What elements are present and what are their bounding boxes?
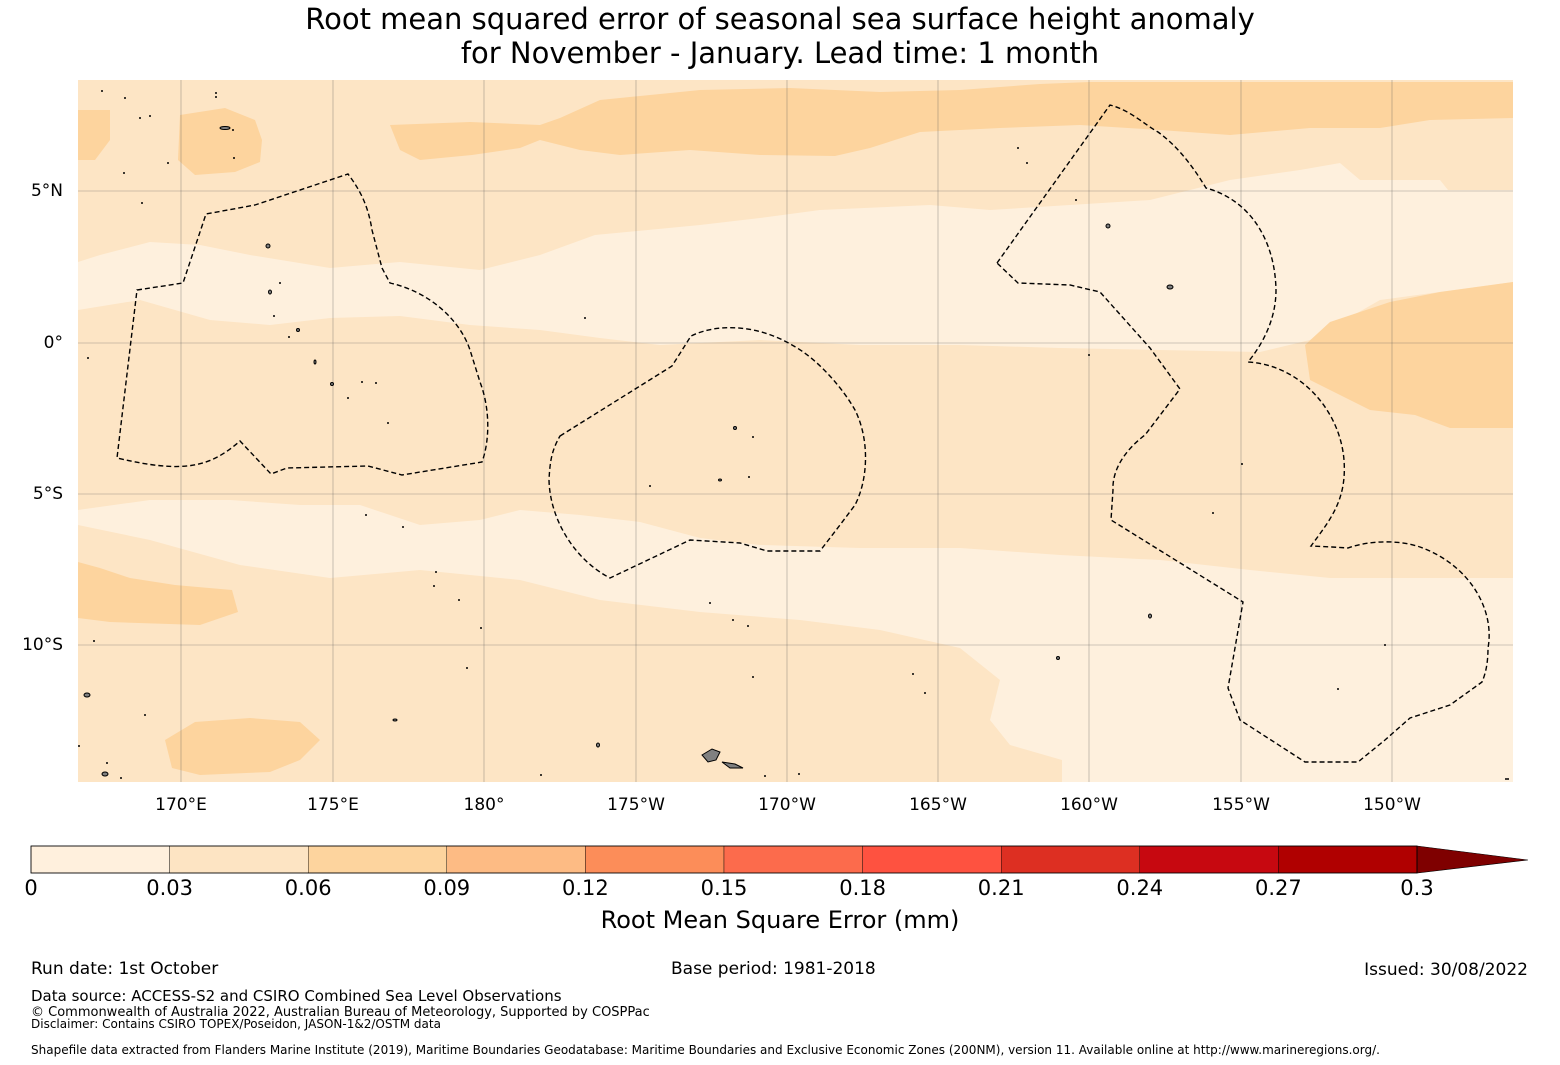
colorbar-tick-label: 0.09 (423, 876, 471, 900)
island (1166, 284, 1174, 290)
colorbar-cell (1278, 845, 1418, 874)
colorbar-tick-label: 0.06 (284, 876, 332, 900)
colorbar-cell (169, 845, 309, 874)
colorbar-frame (30, 845, 1418, 874)
island (1105, 223, 1111, 229)
island (313, 359, 317, 365)
eez-boundaries (116, 104, 1490, 763)
colorbar-cell (585, 845, 725, 874)
colorbar-extend-arrow (1416, 845, 1529, 874)
mid-band-central (78, 282, 1513, 578)
colorbar-cells (30, 845, 1418, 874)
colorbar-tick-label: 0.15 (700, 876, 748, 900)
island (101, 771, 109, 777)
lat-label-10s: 10°S (22, 635, 63, 655)
lon-label-180: 180° (463, 795, 505, 815)
lon-label-170w: 170°W (758, 795, 816, 815)
island (330, 382, 334, 386)
colorbar-cell (1139, 845, 1279, 874)
island (1148, 613, 1152, 619)
colorbar-tick-label: 0.24 (1116, 876, 1164, 900)
colorbar-cell (1001, 845, 1141, 874)
rmse-high-patches (78, 82, 1513, 775)
island (392, 718, 398, 722)
lon-label-150w: 150°W (1363, 795, 1421, 815)
run-date: Run date: 1st October (31, 959, 219, 979)
lat-label-0: 0° (43, 333, 63, 353)
colorbar-tick-label: 0.03 (146, 876, 193, 900)
colorbar-tick-label: 0.12 (562, 876, 609, 900)
eez-line-islands (996, 104, 1490, 763)
colorbar-cell (723, 845, 863, 874)
island-samoa-upolu (721, 761, 744, 769)
lon-label-165w: 165°W (909, 795, 967, 815)
island (296, 328, 300, 332)
island (265, 243, 271, 249)
lon-label-155w: 155°W (1212, 795, 1270, 815)
lon-label-175w: 175°W (607, 795, 665, 815)
copyright: © Commonwealth of Australia 2022, Austra… (31, 1005, 650, 1020)
island (1056, 656, 1060, 660)
colorbar-tick-label: 0.18 (839, 876, 886, 900)
patch-sw (78, 562, 238, 625)
patch-north-strip (390, 82, 1513, 160)
island (718, 478, 722, 482)
chart-title: Root mean squared error of seasonal sea … (0, 2, 1560, 70)
eez-tokelau (548, 327, 867, 579)
lon-label-175e: 175°E (307, 795, 359, 815)
base-period: Base period: 1981-2018 (671, 959, 876, 979)
colorbar-tick-label: 0.27 (1255, 876, 1302, 900)
patch-nw-small (78, 110, 110, 160)
lat-label-5n: 5°N (30, 181, 63, 201)
tiny-islets (78, 90, 1509, 780)
island (596, 742, 600, 748)
title-line-1: Root mean squared error of seasonal sea … (305, 2, 1255, 36)
colorbar-tick-label: 0.21 (977, 876, 1025, 900)
issued-date: Issued: 30/08/2022 (1364, 960, 1528, 980)
disclaimer: Disclaimer: Contains CSIRO TOPEX/Poseido… (31, 1017, 441, 1031)
colorbar-tick-label: 0.3 (1400, 876, 1434, 900)
colorbar-tick-label: 0 (24, 876, 38, 900)
eez-tuvalu (116, 173, 489, 476)
island (268, 289, 272, 295)
island-samoa-savaii (701, 748, 721, 763)
colorbar-cell (862, 845, 1002, 874)
colorbar-label: Root Mean Square Error (mm) (600, 906, 960, 934)
colorbar-cell (308, 845, 448, 874)
lat-label-5s: 5°S (32, 484, 63, 504)
shapefile-credit: Shapefile data extracted from Flanders M… (31, 1043, 1380, 1057)
islands (83, 126, 1174, 777)
mid-band-south (78, 525, 1062, 782)
title-line-2: for November - January. Lead time: 1 mon… (460, 36, 1100, 70)
island (733, 426, 737, 430)
lon-label-170e: 170°E (155, 795, 207, 815)
patch-east (1305, 282, 1513, 428)
graticule (78, 80, 1513, 782)
patch-nw (178, 108, 262, 175)
patch-south (165, 718, 320, 775)
island (83, 692, 91, 698)
colorbar-cell (30, 845, 170, 874)
lon-label-160w: 160°W (1060, 795, 1118, 815)
island (219, 126, 231, 130)
data-source: Data source: ACCESS-S2 and CSIRO Combine… (31, 987, 562, 1005)
colorbar-cell (446, 845, 586, 874)
